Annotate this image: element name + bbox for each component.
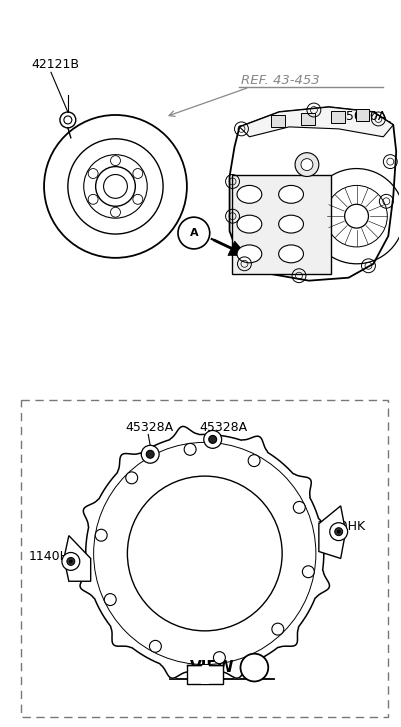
Text: 45328A: 45328A [200, 421, 248, 434]
Circle shape [146, 450, 154, 458]
Bar [231, 174, 331, 274]
Polygon shape [319, 506, 346, 558]
Circle shape [95, 529, 107, 541]
Text: A: A [190, 228, 198, 238]
Circle shape [184, 443, 196, 455]
Circle shape [241, 654, 268, 681]
Ellipse shape [279, 185, 304, 204]
Ellipse shape [237, 215, 262, 233]
Text: 1140HK: 1140HK [317, 521, 366, 533]
Text: A: A [250, 662, 259, 672]
Circle shape [62, 553, 80, 571]
Ellipse shape [279, 215, 304, 233]
Polygon shape [187, 664, 223, 684]
Polygon shape [229, 107, 396, 281]
Text: 45000A: 45000A [339, 111, 387, 124]
Circle shape [150, 640, 161, 652]
Bar [201, 664, 209, 684]
Text: 42121B: 42121B [31, 58, 79, 71]
Circle shape [126, 472, 138, 483]
Circle shape [128, 476, 282, 631]
Circle shape [293, 502, 305, 513]
Ellipse shape [237, 245, 262, 262]
Text: 45328A: 45328A [126, 421, 174, 434]
Polygon shape [239, 107, 393, 137]
Polygon shape [80, 427, 332, 678]
Circle shape [295, 153, 319, 177]
Text: 1140HK: 1140HK [29, 550, 78, 563]
Circle shape [209, 435, 217, 443]
Circle shape [335, 528, 343, 536]
Circle shape [67, 558, 75, 566]
Circle shape [301, 158, 313, 171]
Circle shape [337, 530, 340, 533]
Circle shape [69, 560, 72, 563]
Polygon shape [228, 241, 247, 256]
Text: VIEW: VIEW [190, 660, 235, 675]
Circle shape [204, 430, 222, 449]
Circle shape [302, 566, 314, 578]
Circle shape [248, 454, 260, 467]
Bar [21, 400, 388, 717]
Circle shape [213, 651, 225, 664]
Bar [331, 111, 344, 123]
Ellipse shape [237, 185, 262, 204]
Ellipse shape [279, 245, 304, 262]
Bar [301, 113, 315, 125]
Circle shape [272, 623, 284, 635]
Text: REF. 43-453: REF. 43-453 [241, 73, 320, 87]
Circle shape [104, 594, 116, 606]
Circle shape [330, 523, 348, 541]
Polygon shape [64, 536, 91, 582]
Circle shape [141, 446, 159, 463]
Bar [271, 115, 285, 127]
Bar [356, 109, 369, 121]
